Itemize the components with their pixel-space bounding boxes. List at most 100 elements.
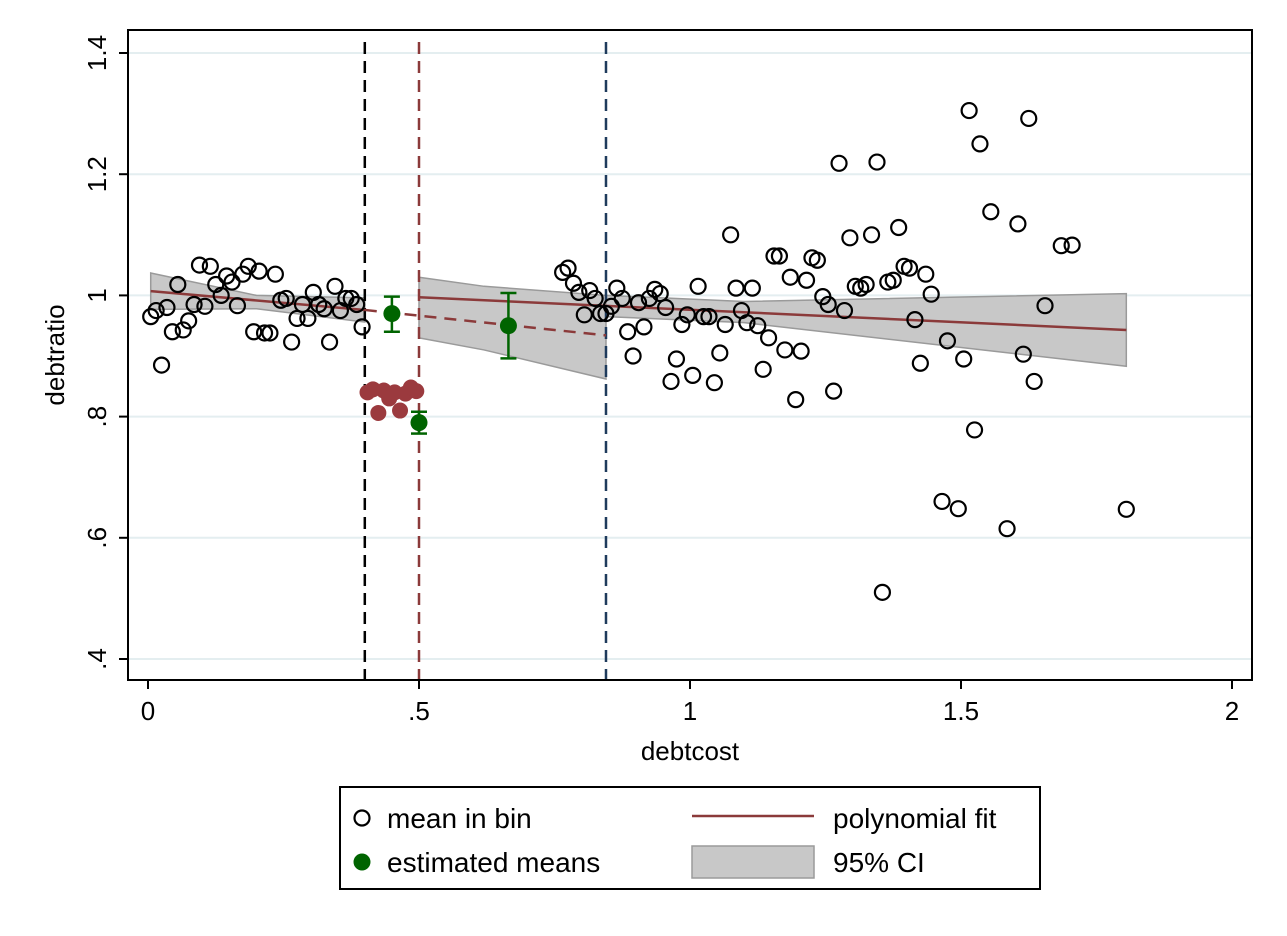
mean-in-bin-point-90 — [825, 382, 843, 400]
mean-in-bin-point-56 — [640, 289, 658, 308]
mean-in-bin-point-89 — [819, 295, 837, 314]
mean-in-bin-point-1 — [147, 301, 165, 320]
mean-in-bin-point-4 — [163, 323, 181, 341]
mean-in-bin-point-72 — [727, 279, 745, 297]
bunching-point-2 — [370, 404, 387, 421]
mean-in-bin-point-107 — [917, 265, 935, 283]
legend-symbol-ci — [691, 845, 815, 879]
mean-in-bin-point-13 — [212, 286, 230, 304]
mean-in-bin-point-93 — [841, 229, 859, 247]
x-tick-label-3: 1.5 — [943, 696, 979, 726]
bunching-point-9 — [408, 383, 425, 400]
legend-label-0: mean in bin — [387, 803, 532, 834]
mean-in-bin-point-117 — [998, 520, 1016, 538]
mean-in-bin-point-52 — [619, 323, 637, 341]
mean-in-bin-point-38 — [348, 295, 366, 314]
mean-in-bin-point-83 — [787, 391, 805, 409]
mean-in-bin-point-78 — [759, 329, 778, 347]
mean-in-bin-point-2 — [152, 356, 171, 374]
mean-in-bin-point-80 — [770, 247, 789, 265]
mean-in-bin-point-54 — [629, 294, 648, 312]
x-tick-label-0: 0 — [141, 696, 155, 726]
mean-in-bin-point-23 — [266, 265, 284, 283]
x-tick-label-4: 2 — [1225, 696, 1239, 726]
y-tick-label-5: 1.4 — [82, 35, 112, 71]
mean-in-bin-point-0 — [142, 308, 160, 326]
mean-in-bin-point-5 — [169, 275, 187, 294]
mean-in-bin-point-122 — [1036, 297, 1054, 315]
mean-in-bin-point-68 — [705, 374, 723, 392]
y-tick-label-1: .6 — [82, 527, 112, 549]
mean-in-bin-point-33 — [320, 333, 339, 351]
mean-in-bin-point-41 — [559, 259, 577, 277]
mean-in-bin-point-123 — [1052, 237, 1070, 255]
mean-in-bin-point-26 — [283, 333, 301, 351]
mean-in-bin-point-99 — [873, 583, 892, 601]
mean-in-bin-point-71 — [722, 226, 740, 244]
mean-in-bin-point-42 — [564, 274, 583, 292]
mean-in-bin-point-92 — [835, 301, 854, 320]
mean-in-bin-point-81 — [776, 341, 794, 359]
mean-in-bin-point-22 — [261, 324, 279, 342]
mean-in-bin-point-65 — [689, 277, 707, 295]
mean-in-bin-point-125 — [1117, 500, 1135, 518]
mean-in-bin-point-113 — [960, 101, 978, 120]
legend-label-1: polynomial fit — [833, 803, 997, 834]
legend-box — [339, 786, 1041, 890]
mean-in-bin-point-64 — [684, 366, 702, 384]
mean-in-bin-point-110 — [938, 332, 957, 350]
mean-in-bin-point-43 — [570, 283, 588, 301]
mean-in-bin-point-19 — [245, 323, 263, 341]
mean-in-bin-point-116 — [982, 203, 1000, 221]
mean-in-bin-point-16 — [228, 297, 247, 315]
mean-in-bin-point-82 — [781, 268, 799, 286]
mean-in-bin-point-40 — [554, 263, 572, 281]
mean-in-bin-point-14 — [217, 267, 236, 285]
x-axis-title: debtcost — [641, 736, 740, 766]
mean-in-bin-point-51 — [613, 289, 631, 308]
mean-in-bin-point-46 — [586, 289, 604, 308]
mean-in-bin-point-57 — [646, 280, 664, 298]
mean-in-bin-point-115 — [971, 135, 989, 153]
mean-in-bin-point-34 — [326, 277, 344, 295]
mean-in-bin-point-20 — [250, 262, 268, 280]
mean-in-bin-point-104 — [900, 259, 919, 277]
mean-in-bin-point-69 — [711, 344, 729, 362]
mean-in-bin-point-66 — [694, 308, 713, 326]
mean-in-bin-point-60 — [662, 372, 680, 391]
legend-label-3: 95% CI — [833, 847, 925, 878]
mean-in-bin-point-21 — [255, 324, 274, 342]
mean-in-bin-point-74 — [738, 314, 756, 332]
mean-in-bin-point-50 — [608, 279, 626, 297]
mean-in-bin-point-119 — [1014, 345, 1032, 363]
y-tick-label-3: 1 — [82, 288, 112, 302]
axes: 0 .5 1 1.5 2 .4 .6 .8 1 1.2 1.4 — [82, 29, 1253, 726]
mean-in-bin-point-32 — [315, 300, 333, 318]
mean-in-bin-point-91 — [830, 154, 848, 172]
legend-symbol-mean-in-bin — [353, 809, 371, 827]
mean-in-bin-point-61 — [667, 350, 686, 368]
mean-in-bin-point-55 — [635, 318, 653, 336]
mean-in-bin-point-108 — [922, 285, 940, 303]
mean-in-bin-point-44 — [575, 306, 593, 324]
mean-in-bin-point-8 — [185, 295, 203, 314]
mean-in-bin-point-10 — [196, 297, 214, 315]
estimated-mean-point-1 — [410, 414, 428, 432]
x-tick-label-2: 1 — [683, 696, 697, 726]
mean-in-bin-point-77 — [754, 360, 772, 378]
estimated-mean-point-0 — [383, 305, 401, 323]
mean-in-bin-point-97 — [862, 226, 881, 244]
mean-in-bin-point-96 — [857, 275, 875, 294]
mean-in-bin-point-25 — [277, 289, 295, 308]
mean-in-bin-point-98 — [868, 153, 886, 171]
mean-in-bin-point-62 — [673, 315, 691, 334]
fit-segment-2 — [418, 295, 1127, 332]
mean-in-bin-point-29 — [299, 309, 317, 328]
mean-in-bin-point-53 — [624, 347, 642, 365]
mean-in-bin-point-59 — [657, 298, 675, 317]
estimated-mean-point-2 — [499, 317, 517, 335]
y-tick-label-4: 1.2 — [82, 156, 112, 192]
mean-in-bin-point-102 — [890, 218, 908, 237]
